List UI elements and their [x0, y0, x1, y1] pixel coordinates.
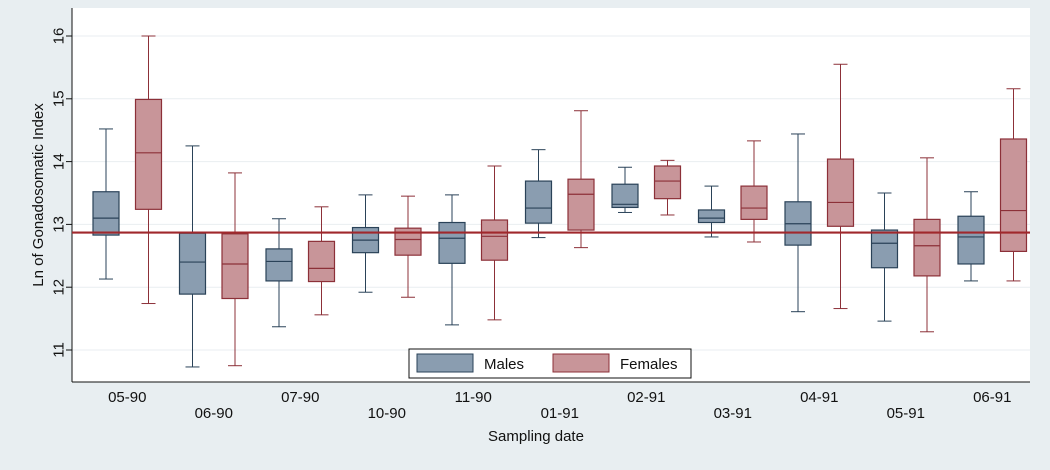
- y-tick-label: 11: [50, 342, 67, 358]
- x-tick-label: 05-91: [887, 405, 925, 422]
- box-males: [784, 133, 812, 313]
- box-males: [611, 166, 639, 213]
- box-iqr: [653, 165, 682, 200]
- box-iqr: [957, 215, 985, 265]
- box-iqr: [826, 158, 855, 227]
- box-males: [697, 185, 726, 238]
- box-females: [307, 206, 336, 316]
- box-males: [524, 149, 553, 239]
- x-tick-label: 01-91: [541, 405, 579, 422]
- box-iqr: [265, 248, 293, 282]
- y-tick-label: 16: [50, 28, 67, 45]
- x-axis: 05-90 06-90 07-90 10-90 11-90 01-91 02-91 03-91…: [72, 381, 1030, 422]
- y-axis: 11 12 13 14 15 16: [50, 8, 73, 382]
- x-tick-label: 03-91: [714, 405, 752, 422]
- box-iqr: [913, 218, 941, 277]
- box-iqr: [524, 180, 553, 224]
- box-iqr: [134, 98, 163, 210]
- box-iqr: [221, 233, 249, 300]
- box-iqr: [999, 138, 1028, 253]
- x-tick-label: 06-91: [973, 389, 1011, 406]
- box-males: [178, 145, 207, 368]
- x-tick-label: 11-90: [455, 389, 492, 406]
- y-axis-title: Ln of Gonadosomatic Index: [30, 103, 47, 287]
- legend: Males Females: [408, 348, 692, 379]
- box-females: [826, 63, 855, 310]
- legend-label-females: Females: [620, 356, 678, 373]
- box-females: [913, 157, 941, 333]
- legend-swatch-males: [416, 353, 474, 373]
- box-males: [92, 128, 120, 280]
- legend-label-males: Males: [484, 356, 524, 373]
- box-plots: [92, 35, 1028, 368]
- y-tick-label: 14: [50, 153, 67, 170]
- box-females: [740, 140, 768, 243]
- box-males: [870, 192, 899, 322]
- x-tick-label: 10-90: [368, 405, 406, 422]
- box-iqr: [178, 232, 207, 295]
- x-axis-title: Sampling date: [488, 428, 584, 445]
- box-iqr: [438, 221, 466, 264]
- box-females: [567, 110, 595, 249]
- x-tick-label: 04-91: [800, 389, 838, 406]
- x-tick-label: 02-91: [627, 389, 665, 406]
- box-males: [957, 191, 985, 282]
- box-iqr: [307, 240, 336, 283]
- box-iqr: [740, 185, 768, 220]
- box-iqr: [92, 191, 120, 236]
- box-males: [438, 194, 466, 326]
- box-iqr: [870, 229, 899, 269]
- y-tick-label: 13: [50, 216, 67, 233]
- x-tick-label: 07-90: [281, 389, 319, 406]
- box-iqr: [611, 183, 639, 209]
- legend-swatch-females: [552, 353, 610, 373]
- x-tick-label: 06-90: [195, 405, 233, 422]
- box-iqr: [480, 219, 509, 261]
- y-tick-label: 15: [50, 90, 67, 107]
- y-tick-label: 12: [50, 279, 67, 296]
- box-females: [134, 35, 163, 305]
- box-iqr: [697, 209, 726, 224]
- box-females: [221, 172, 249, 367]
- box-males: [265, 218, 293, 328]
- box-females: [653, 159, 682, 216]
- x-tick-label: 05-90: [108, 389, 146, 406]
- box-females: [480, 165, 509, 321]
- box-iqr: [567, 178, 595, 231]
